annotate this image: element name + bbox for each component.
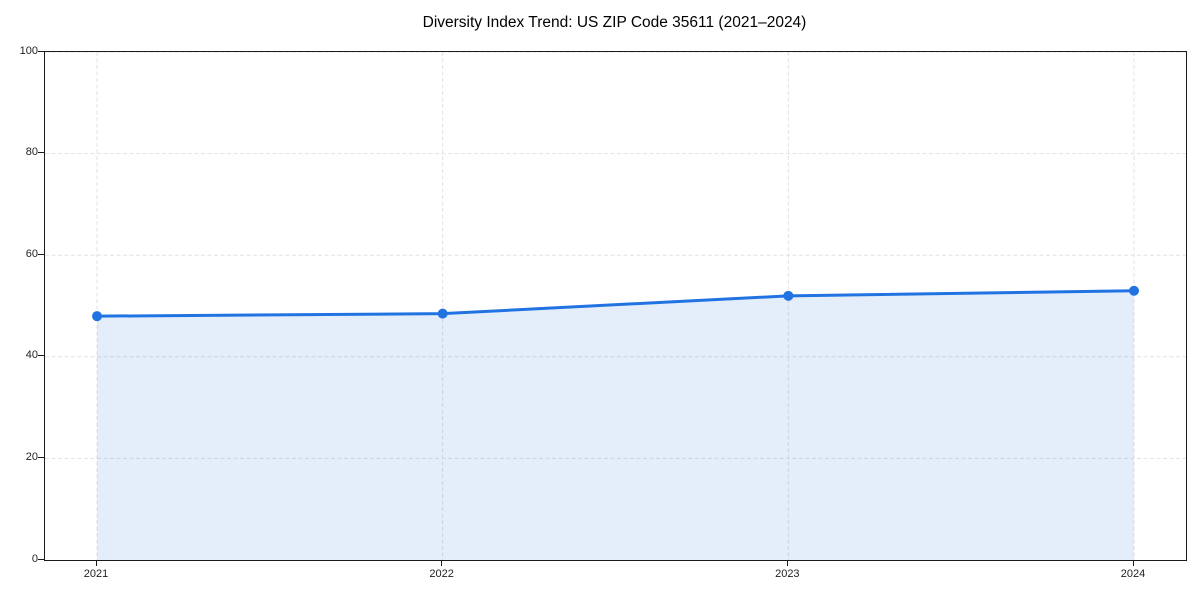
y-tick-label: 40	[25, 349, 38, 362]
data-point-marker	[437, 308, 448, 319]
x-tick-label: 2024	[1120, 568, 1146, 580]
y-tick-label: 60	[25, 247, 38, 260]
y-tick-mark	[38, 558, 44, 560]
x-tick-mark	[786, 561, 789, 566]
trend-line	[95, 289, 1136, 318]
y-tick-label: 20	[25, 450, 38, 463]
data-point-marker	[92, 311, 102, 322]
y-tick-mark	[38, 152, 44, 154]
data-point-marker	[1129, 285, 1139, 296]
data-point-marker	[783, 290, 794, 301]
x-tick-label: 2023	[775, 568, 800, 580]
x-tick-label: 2022	[429, 568, 454, 580]
y-tick-mark	[38, 456, 44, 459]
area-fill	[97, 290, 1134, 560]
y-tick-mark	[38, 50, 44, 52]
x-tick-label: 2021	[83, 568, 109, 580]
y-tick-mark	[38, 355, 44, 357]
y-tick-label: 100	[19, 44, 38, 57]
y-tick-mark	[38, 253, 44, 255]
y-tick-label: 0	[31, 552, 38, 565]
x-tick-mark	[441, 561, 443, 566]
x-tick-mark	[95, 561, 97, 566]
y-tick-label: 80	[25, 146, 38, 159]
plot-area	[44, 51, 1187, 561]
line-area-chart	[45, 52, 1186, 560]
x-tick-mark	[1132, 561, 1134, 566]
chart-title: Diversity Index Trend: US ZIP Code 35611…	[422, 14, 807, 31]
